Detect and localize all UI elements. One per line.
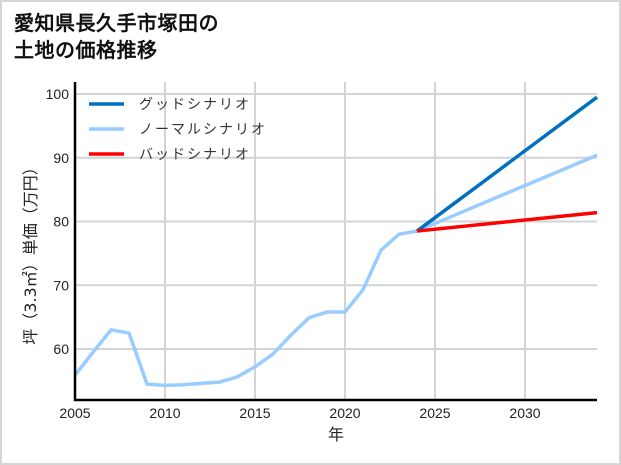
series-line xyxy=(415,95,599,233)
y-tick-label: 60 xyxy=(53,341,69,357)
grid-lines xyxy=(75,82,597,400)
x-tick-label: 2030 xyxy=(509,405,540,421)
data-series xyxy=(73,95,599,388)
series-line xyxy=(416,210,598,233)
x-axis-label: 年 xyxy=(328,425,344,444)
x-tick-label: 2005 xyxy=(59,405,90,421)
legend-label: ノーマルシナリオ xyxy=(139,122,267,138)
tick-labels: 2005 2010 2015 2020 2025 2030 60 70 80 90 100 xyxy=(46,86,541,421)
y-tick-label: 100 xyxy=(46,86,70,102)
x-tick-label: 2025 xyxy=(419,405,450,421)
legend-label: グッドシナリオ xyxy=(139,97,251,113)
y-axis-label: 坪（3.3㎡）単価（万円） xyxy=(21,159,40,344)
legend-label: バッドシナリオ xyxy=(139,147,251,163)
chart-title: 愛知県長久手市塚田の 土地の価格推移 xyxy=(14,11,219,62)
x-tick-label: 2010 xyxy=(149,405,180,421)
x-tick-label: 2015 xyxy=(239,405,270,421)
y-tick-label: 90 xyxy=(53,150,69,166)
y-tick-label: 80 xyxy=(53,214,69,230)
y-tick-label: 70 xyxy=(53,277,69,293)
axes xyxy=(73,82,597,402)
x-tick-label: 2020 xyxy=(329,405,360,421)
series-line xyxy=(73,153,598,388)
